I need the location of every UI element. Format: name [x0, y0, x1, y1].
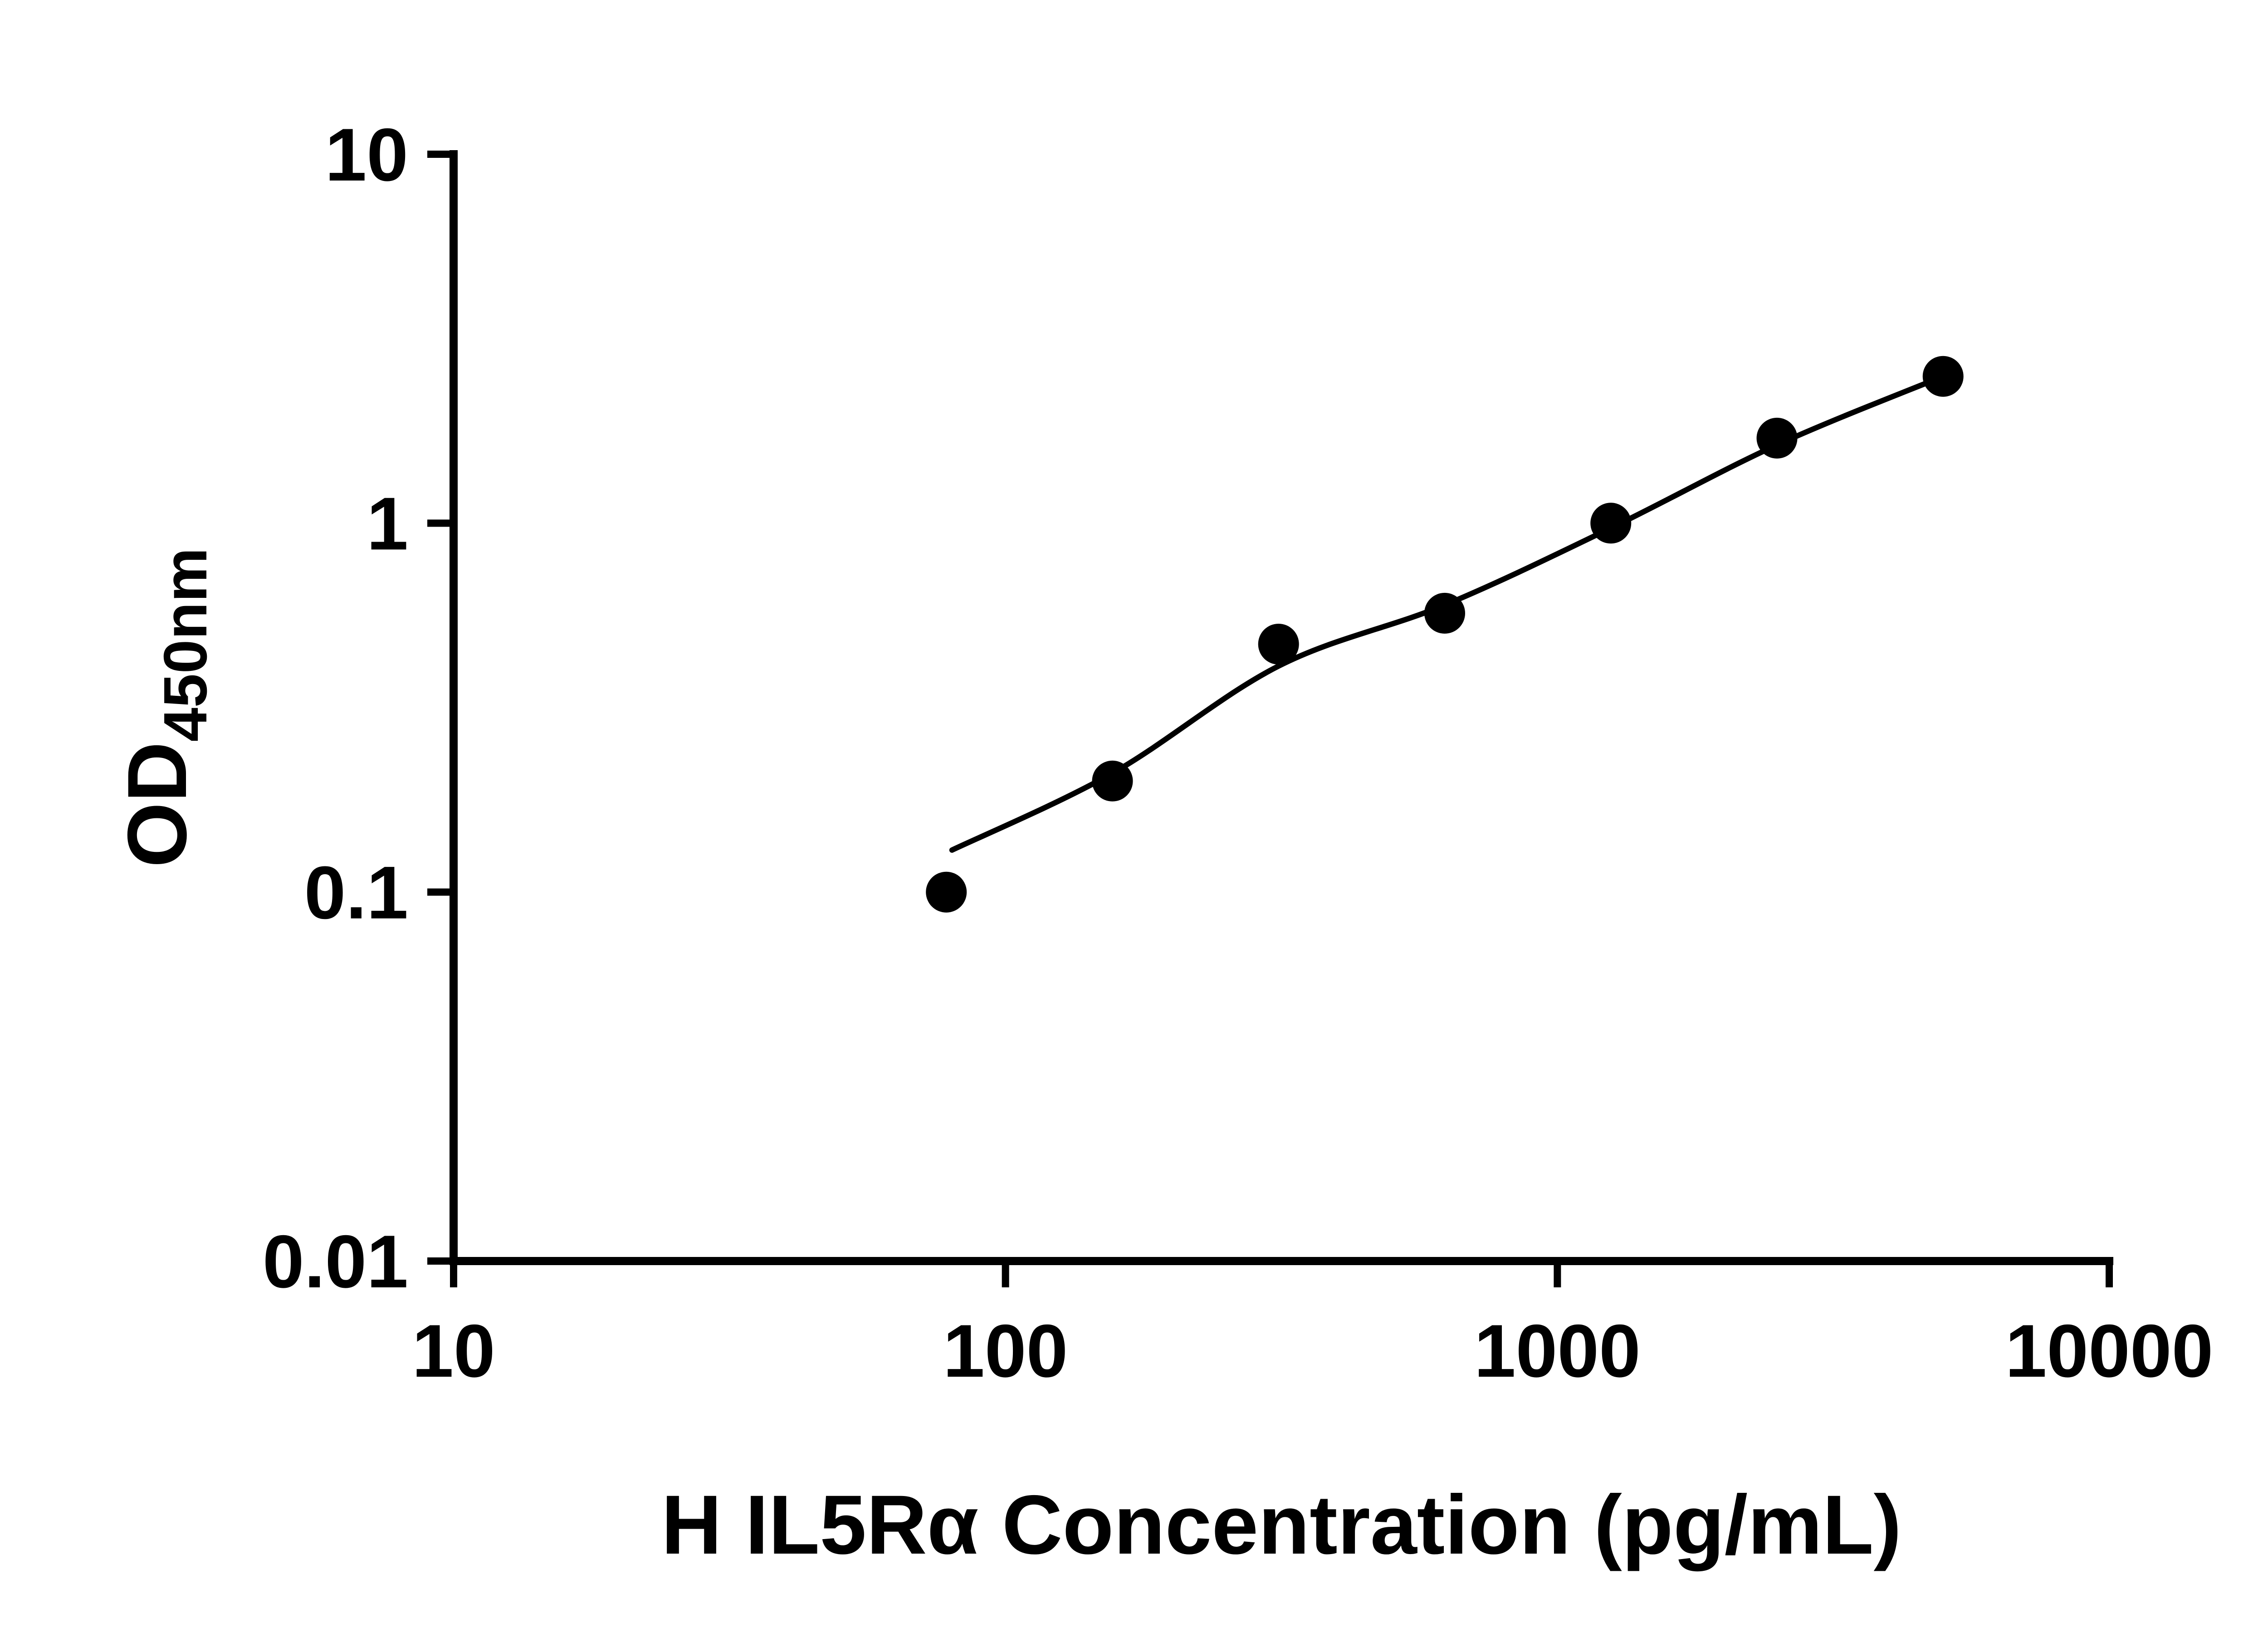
- x-tick-label: 1000: [1474, 1309, 1641, 1393]
- data-point: [1922, 356, 1964, 397]
- data-point: [1424, 592, 1465, 634]
- x-tick-label: 10: [412, 1309, 495, 1393]
- data-point: [1092, 760, 1133, 802]
- data-point: [1590, 503, 1632, 544]
- y-axis-title-main: OD: [111, 742, 204, 868]
- y-axis-title: OD450nm: [111, 548, 220, 867]
- y-tick-label: 0.1: [304, 851, 408, 934]
- x-tick-label: 10000: [2005, 1309, 2214, 1393]
- data-point: [926, 871, 967, 913]
- data-point: [1756, 417, 1798, 459]
- data-point: [1258, 624, 1299, 665]
- y-axis-title-sub: 450nm: [151, 548, 220, 742]
- y-tick-label: 0.01: [263, 1220, 408, 1303]
- x-tick-label: 100: [943, 1309, 1068, 1393]
- x-axis-title: H IL5Rα Concentration (pg/mL): [661, 1478, 1901, 1572]
- axes-lines: [450, 150, 2113, 1265]
- y-tick-label: 10: [325, 113, 408, 196]
- y-tick-label: 1: [367, 482, 408, 565]
